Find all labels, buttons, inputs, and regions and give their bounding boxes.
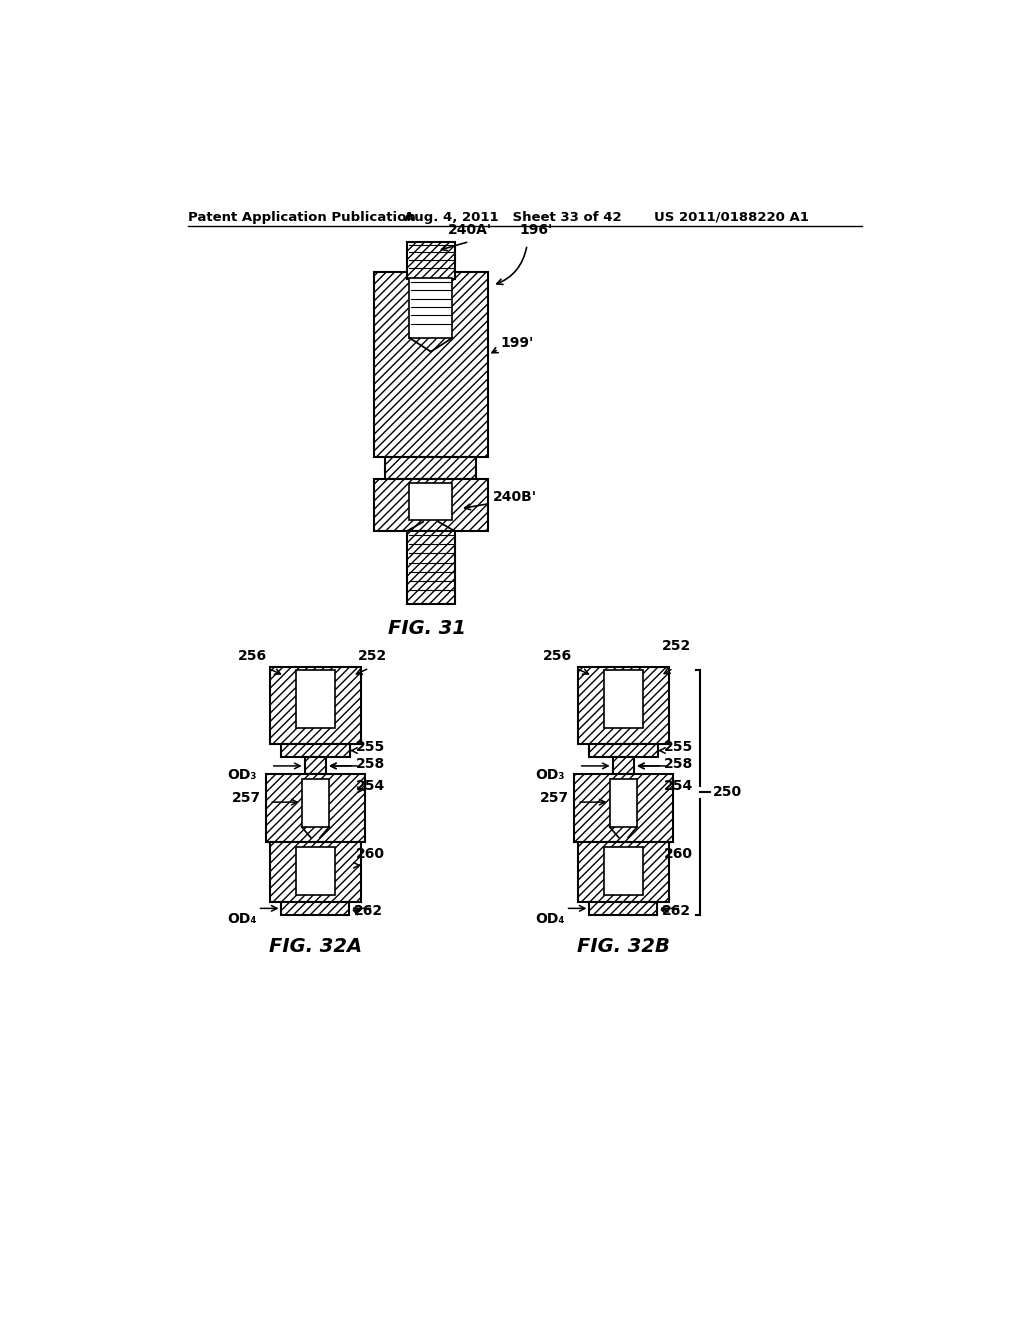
Text: 256: 256 [543,648,571,663]
Bar [270,667,360,743]
Text: FIG. 31: FIG. 31 [388,619,466,638]
Bar [281,743,350,758]
Text: 260: 260 [355,846,384,861]
Bar [296,847,335,895]
Text: 240B': 240B' [493,490,537,504]
Text: US 2011/0188220 A1: US 2011/0188220 A1 [654,211,809,224]
Text: 258: 258 [664,756,692,771]
Bar [301,779,330,826]
Text: 254: 254 [664,779,692,793]
Bar [385,457,476,479]
Bar [266,775,365,842]
Text: 257: 257 [232,791,261,805]
Text: 199': 199' [500,337,534,350]
Bar [410,483,453,520]
Text: 262: 262 [662,904,691,919]
Text: 252: 252 [662,639,691,653]
Bar [578,667,669,743]
Bar [270,842,360,903]
Bar [612,758,634,775]
Bar [407,242,455,279]
Text: 262: 262 [354,904,383,919]
Text: 254: 254 [355,779,385,793]
Text: 255: 255 [664,741,692,755]
Bar [410,277,453,338]
Text: 196': 196' [519,223,553,238]
Bar [296,671,335,729]
Bar [407,531,455,605]
Text: FIG. 32A: FIG. 32A [268,937,361,956]
Bar [609,779,637,826]
Text: 260: 260 [664,846,692,861]
Bar [282,903,349,915]
Bar [604,671,643,729]
Text: 255: 255 [355,741,385,755]
Bar [574,775,673,842]
Text: OD₃: OD₃ [535,768,564,783]
Text: Aug. 4, 2011   Sheet 33 of 42: Aug. 4, 2011 Sheet 33 of 42 [403,211,622,224]
Bar [578,842,669,903]
Text: 252: 252 [357,648,387,663]
Bar [590,903,657,915]
Text: 258: 258 [355,756,385,771]
Text: 240A': 240A' [447,223,493,238]
Text: OD₄: OD₄ [226,912,256,927]
Text: OD₄: OD₄ [535,912,564,927]
Text: Patent Application Publication: Patent Application Publication [188,211,416,224]
Text: 250: 250 [713,785,741,800]
Bar [374,272,487,457]
Text: FIG. 32B: FIG. 32B [577,937,670,956]
Text: OD₃: OD₃ [226,768,256,783]
Text: 257: 257 [541,791,569,805]
Bar [589,743,658,758]
Bar [374,479,487,531]
Text: 256: 256 [239,648,267,663]
Bar [604,847,643,895]
Bar [304,758,326,775]
